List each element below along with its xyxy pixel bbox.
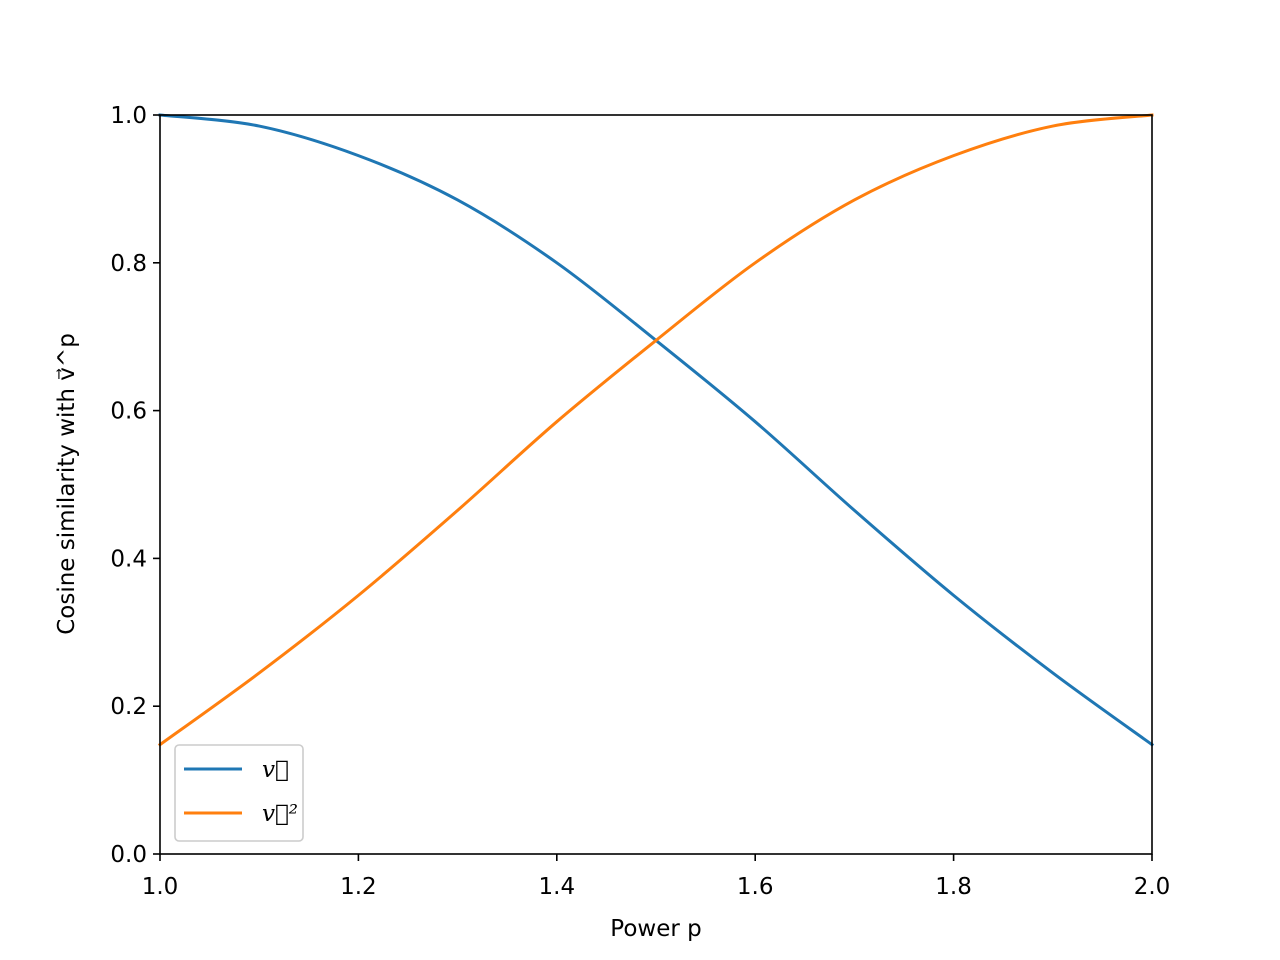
x-tick-label: 1.8 [935,874,972,900]
legend: v⃗ v⃗² [174,744,304,842]
y-tick-label: 1.0 [110,103,147,129]
series-line-2 [157,113,1154,747]
x-tick-label: 1.6 [737,874,774,900]
x-tick-label: 1.4 [539,874,576,900]
x-tick-label: 1.0 [142,874,179,900]
legend-label-2: v⃗² [262,801,298,827]
legend-label-1: v⃗ [262,757,289,783]
y-tick-label: 0.6 [110,399,147,425]
y-tick-label: 0.0 [110,842,147,868]
y-tick-label: 0.2 [110,694,147,720]
plot-frame [159,114,1153,855]
series-line-1 [158,113,1155,747]
x-axis-label: Power p [610,916,701,942]
x-tick-label: 2.0 [1134,874,1171,900]
y-tick-label: 0.8 [110,251,147,277]
series-layer [157,113,1155,747]
ticks-layer: 1.0 1.2 1.4 1.6 1.8 2.0 0.0 0.2 0.4 0.6 0.8 1.0 [110,103,1170,900]
x-tick-label: 1.2 [340,874,377,900]
y-tick-label: 0.4 [110,546,147,572]
y-axis-label: Cosine similarity with v⃗^p [54,333,80,635]
